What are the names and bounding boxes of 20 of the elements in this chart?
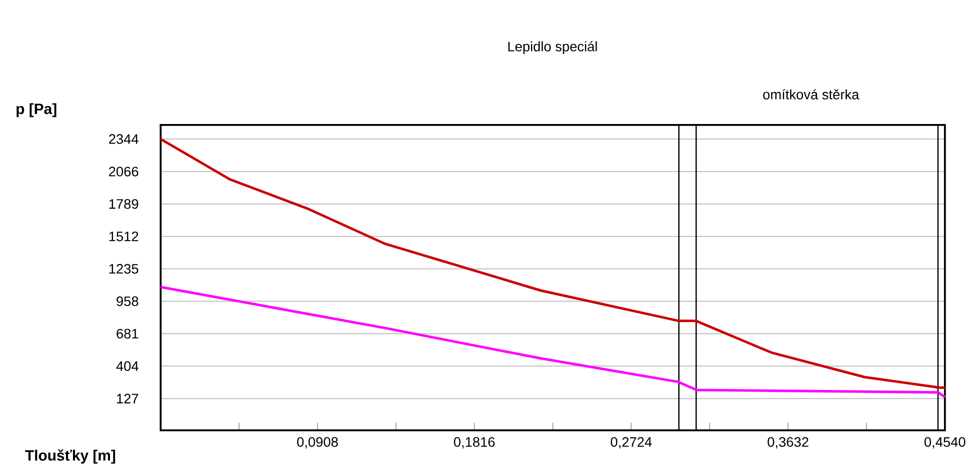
y-tick-label: 958 [116,296,138,306]
text: omítková stěrka [763,88,860,100]
line-series [159,286,946,398]
x-axis-title: Tloušťky [m] [25,449,116,464]
x-tick-label: 0,0908 [297,436,338,448]
y-tick-label: 404 [116,361,138,371]
x-tick-label: 0,4540 [924,436,966,448]
y-tick-label: 1235 [109,264,138,274]
y-tick-label: 2066 [109,166,138,176]
x-tick-label: 0,2724 [610,436,652,448]
text: Lepidlo speciál [508,40,597,54]
line-series [159,138,946,389]
y-axis-title: p [Pa] [16,103,56,117]
x-tick-label: 0,3632 [768,436,808,448]
y-tick-label: 1789 [109,198,138,209]
y-tick-label: 681 [116,328,138,338]
x-tick-label: 0,1816 [454,436,495,448]
y-tick-label: 2344 [109,134,138,144]
y-tick-label: 127 [117,394,138,404]
y-tick-label: 1512 [109,231,138,242]
